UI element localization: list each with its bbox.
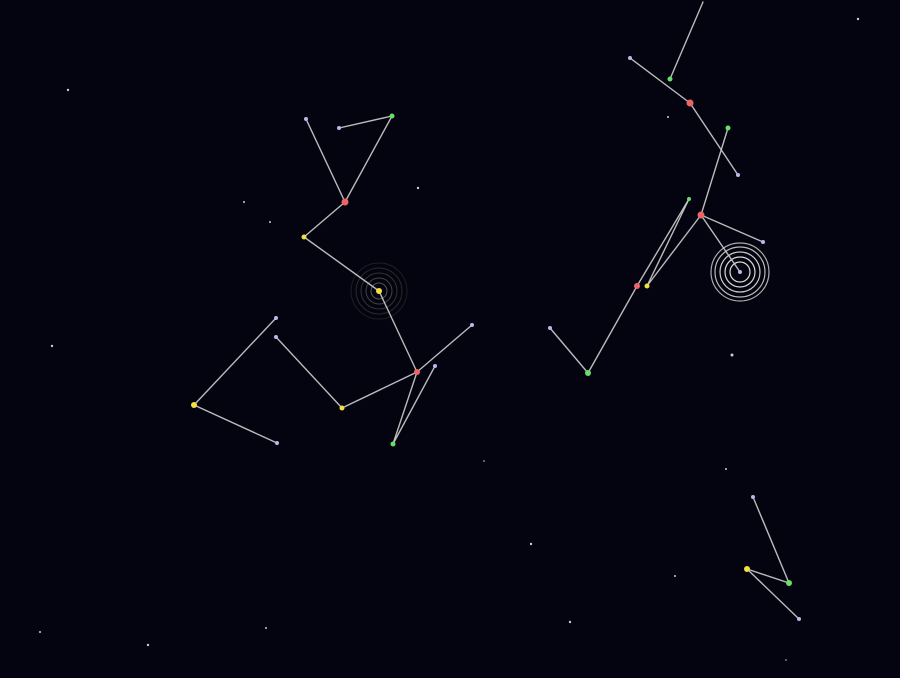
link [344,115,393,203]
star [548,326,552,330]
link [305,118,346,203]
star [797,617,801,621]
star [304,117,308,121]
link [636,198,690,287]
link [746,568,790,584]
star [339,405,345,411]
link [378,290,418,373]
star [744,566,750,572]
star-dust [568,620,572,624]
ring [370,282,388,300]
star [644,283,650,289]
star-dust [483,460,485,462]
ring [350,262,408,320]
star [433,364,437,368]
link [549,327,589,374]
ring [719,251,761,293]
link [392,365,436,445]
ring [729,261,751,283]
star [736,173,740,177]
star [470,323,474,327]
star [341,198,349,206]
ring [355,267,403,315]
star-dust [146,643,150,647]
link [669,1,704,80]
ring [724,256,756,288]
star-dust [50,344,54,348]
star [697,211,705,219]
star [274,316,278,320]
link [700,214,741,273]
star-dust [416,186,420,190]
star [376,288,382,294]
link [392,371,418,445]
star [389,113,395,119]
link [700,127,729,216]
ring [710,242,770,302]
star [414,369,420,375]
link [629,57,691,104]
link [416,324,473,373]
star-dust [725,468,727,470]
star-dust [529,542,533,546]
link [646,198,690,287]
star [585,370,591,376]
link [338,115,393,129]
star [628,56,632,60]
star [337,126,341,130]
star [191,402,197,408]
star [275,441,279,445]
star-dust [265,627,267,629]
stars [191,56,801,621]
star [761,240,765,244]
link [700,214,764,243]
star [301,234,307,240]
focus-rings [350,242,770,320]
star [274,335,278,339]
link [303,201,346,238]
star [634,283,640,289]
star [667,76,673,82]
star-dust [667,116,669,118]
star [751,495,755,499]
ring [714,246,766,298]
link [752,496,790,584]
link [275,336,343,409]
link [587,285,638,374]
link [746,568,800,620]
star-dust [269,221,271,223]
star [687,197,691,201]
ring [365,277,393,305]
star-dust [243,201,245,203]
star [738,270,742,274]
star-dust [66,88,70,92]
star-dust [39,631,41,633]
link [646,214,702,287]
link [689,102,739,176]
link [303,236,380,292]
constellation-links [193,1,800,620]
star [686,99,694,107]
star-dust [730,353,734,357]
link [193,317,277,406]
ring [360,272,398,310]
link [341,371,418,409]
star-dust [785,659,787,661]
background-stars [39,17,860,661]
star [725,125,731,131]
star [390,441,396,447]
star [786,580,792,586]
link [193,404,278,444]
star-dust [674,575,676,577]
star-dust [856,17,860,21]
